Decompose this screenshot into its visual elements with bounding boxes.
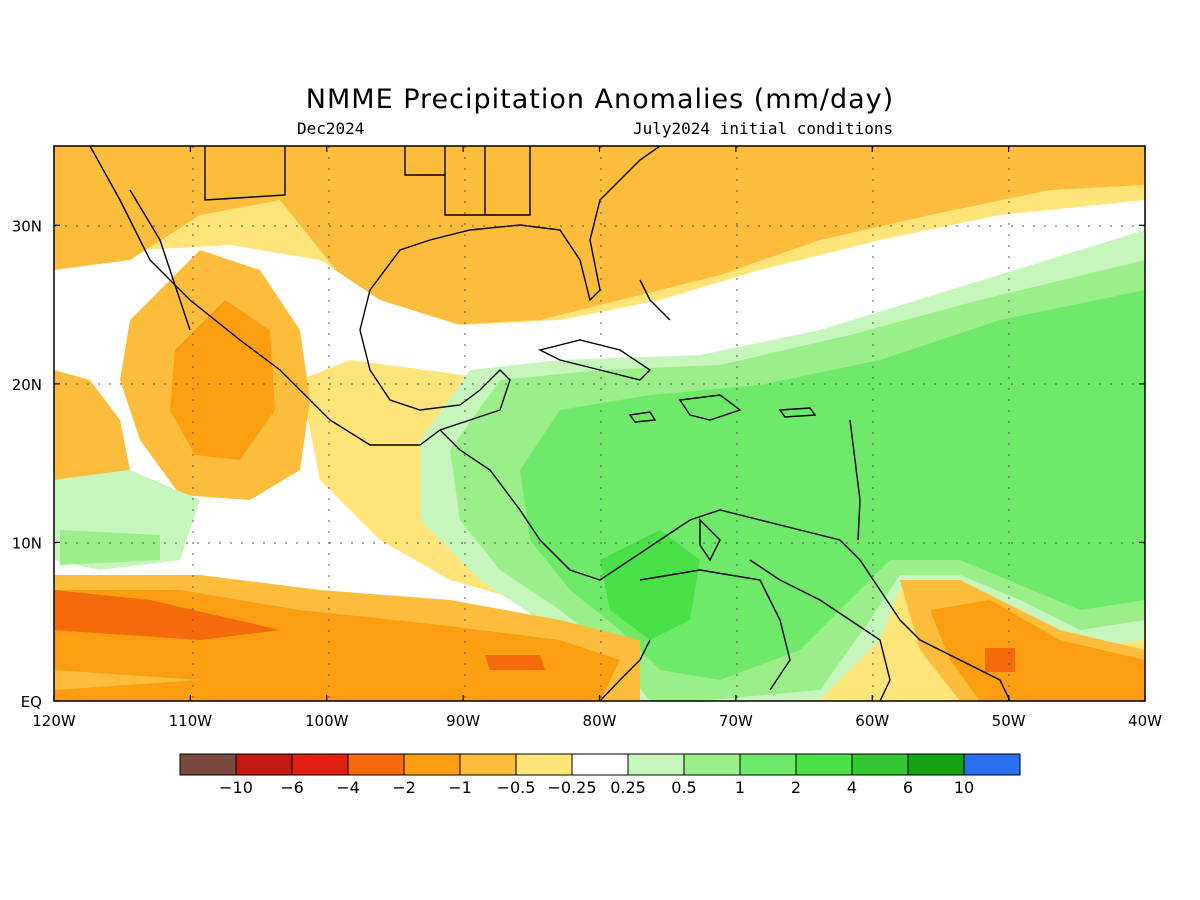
colorbar-swatch — [235, 753, 293, 776]
field-orange-west-core — [170, 300, 275, 460]
field-orange-northwest — [54, 146, 300, 270]
field-red-patch — [485, 655, 545, 670]
coastlines — [89, 146, 1011, 701]
colorbar-swatch — [403, 753, 461, 776]
colorbar-label: 4 — [847, 778, 857, 797]
lon-label: 50W — [992, 712, 1026, 730]
colorbar-label: −1 — [448, 778, 472, 797]
lon-label: 80W — [583, 712, 617, 730]
lon-label: 70W — [719, 712, 753, 730]
colorbar-label: −10 — [219, 778, 253, 797]
colorbar-label: 1 — [735, 778, 745, 797]
field-red-south — [54, 590, 280, 640]
colorbar-swatch — [683, 753, 741, 776]
field-green-max — [600, 530, 700, 640]
field-orange-gulf — [370, 150, 950, 320]
latitude-labels: EQ 10N 20N 30N — [12, 217, 42, 711]
lat-label: 20N — [12, 376, 42, 394]
lat-label: 30N — [12, 217, 42, 235]
lon-label: 120W — [32, 712, 76, 730]
colorbar-label: 6 — [903, 778, 913, 797]
colorbar-swatch — [851, 753, 909, 776]
longitude-labels: 120W 110W 100W 90W 80W 70W 60W 50W 40W — [32, 712, 1162, 730]
field-red-east — [985, 648, 1015, 672]
valid-month-label: Dec2024 — [297, 119, 365, 138]
colorbar-swatch — [179, 753, 237, 776]
colorbar-label: −0.25 — [547, 778, 596, 797]
colorbar-label: −4 — [336, 778, 360, 797]
colorbar-swatch — [795, 753, 853, 776]
field-neutral — [54, 200, 1145, 640]
colorbar-label: −2 — [392, 778, 416, 797]
colorbar — [179, 753, 1021, 776]
colorbar-swatch — [571, 753, 629, 776]
colorbar-swatch — [515, 753, 573, 776]
colorbar-label: 0.5 — [671, 778, 696, 797]
colorbar-swatch — [459, 753, 517, 776]
colorbar-swatch — [963, 753, 1021, 776]
colorbar-label: 0.25 — [610, 778, 646, 797]
field-orange-east-core — [930, 600, 1145, 701]
colorbar-swatch — [907, 753, 965, 776]
init-conditions-label: July2024 initial conditions — [633, 119, 894, 138]
lon-label: 110W — [169, 712, 213, 730]
field-green-pacific-core — [60, 530, 160, 565]
colorbar-swatch — [347, 753, 405, 776]
colorbar-label: 10 — [954, 778, 974, 797]
axis-ticks — [53, 146, 1146, 702]
anomaly-field — [54, 146, 1145, 701]
colorbar-label: 2 — [791, 778, 801, 797]
colorbar-swatch — [291, 753, 349, 776]
lon-label: 100W — [305, 712, 349, 730]
lon-label: 40W — [1128, 712, 1162, 730]
lon-label: 60W — [855, 712, 889, 730]
lat-label: EQ — [21, 693, 42, 711]
colorbar-label: −6 — [280, 778, 304, 797]
lon-label: 90W — [446, 712, 480, 730]
colorbar-label: −0.5 — [497, 778, 536, 797]
colorbar-swatch — [627, 753, 685, 776]
graticule — [54, 146, 1145, 701]
field-orange-west-edge — [54, 370, 130, 480]
map-title: NMME Precipitation Anomalies (mm/day) — [305, 84, 895, 115]
colorbar-swatch — [739, 753, 797, 776]
lat-label: 10N — [12, 534, 42, 552]
colorbar-labels: −10 −6 −4 −2 −1 −0.5 −0.25 0.25 0.5 1 2 4 6 10 — [219, 778, 974, 797]
